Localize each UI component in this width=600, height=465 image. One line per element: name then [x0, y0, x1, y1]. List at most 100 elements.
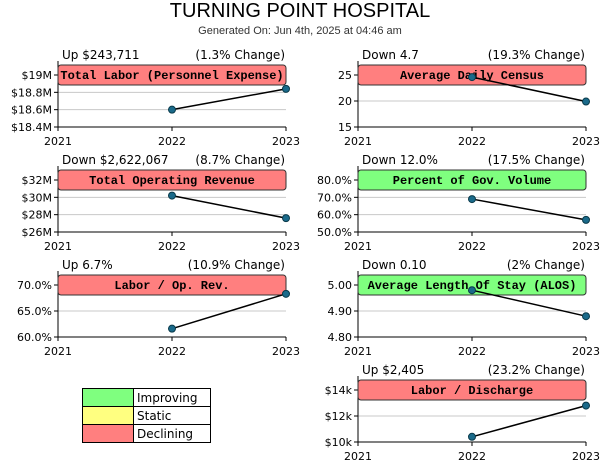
- data-point: [168, 105, 176, 114]
- x-tick-label: 2022: [158, 345, 186, 358]
- panel-title-box: [357, 169, 587, 191]
- panel-title-box: [57, 274, 287, 296]
- data-point: [468, 286, 476, 295]
- x-tick-label: 2021: [44, 240, 72, 253]
- panel-title-box: [57, 169, 287, 191]
- generated-timestamp: Generated On: Jun 4th, 2025 at 04:46 am: [198, 25, 402, 37]
- data-point: [582, 97, 590, 106]
- y-tick-label: 4.90: [328, 305, 353, 318]
- panel-title: Total Labor (Personnel Expense): [60, 69, 283, 83]
- report-title: TURNING POINT HOSPITAL: [170, 0, 430, 22]
- panel-title-box: [357, 274, 587, 296]
- x-tick-label: 2023: [572, 450, 600, 463]
- change-summary: Up 6.7%: [62, 258, 113, 272]
- series-line: [471, 404, 587, 438]
- legend-label-static: Static: [133, 406, 211, 425]
- change-summary: Down $2,622,067: [62, 153, 169, 167]
- data-point: [282, 84, 290, 93]
- x-tick-label: 2021: [44, 345, 72, 358]
- kpi-panel: Down $2,622,067 (8.7% Change) $26M $28M $30M…: [22, 153, 301, 253]
- x-tick-label: 2023: [272, 240, 300, 253]
- legend-row: Improving: [82, 388, 211, 407]
- series-line: [171, 293, 287, 330]
- change-summary: Up $2,405: [362, 363, 424, 377]
- x-tick-label: 2021: [344, 345, 372, 358]
- legend-label-improving: Improving: [133, 388, 211, 407]
- change-summary: Down 0.10: [362, 258, 427, 272]
- y-tick-label: $18.8M: [11, 86, 52, 99]
- change-summary: Down 4.7: [362, 48, 419, 62]
- y-tick-label: $26M: [22, 226, 53, 239]
- series-line: [471, 289, 587, 317]
- y-tick-label: 50.0%: [317, 226, 352, 239]
- x-tick-label: 2021: [344, 450, 372, 463]
- change-summary: Down 12.0%: [362, 153, 438, 167]
- kpi-panel: Up $2,405 (23.2% Change) $10k $12k $14k 2021 2…: [325, 363, 600, 463]
- y-tick-label: 70.0%: [17, 279, 52, 292]
- kpi-panel: Down 12.0% (17.5% Change) 50.0% 60.0% 70.0% 8…: [317, 153, 600, 253]
- panel-title: Labor / Discharge: [411, 384, 533, 398]
- change-percent: (10.9% Change): [188, 258, 285, 272]
- change-summary: Up $243,711: [62, 48, 139, 62]
- y-tick-label: 70.0%: [317, 191, 352, 204]
- data-point: [282, 214, 290, 223]
- x-tick-label: 2022: [458, 135, 486, 148]
- y-tick-label: $10k: [325, 436, 353, 449]
- x-tick-label: 2022: [158, 135, 186, 148]
- x-tick-label: 2023: [272, 135, 300, 148]
- y-tick-label: $28M: [22, 209, 53, 222]
- series-line: [171, 88, 287, 111]
- y-tick-label: $32M: [22, 174, 53, 187]
- x-tick-label: 2023: [272, 345, 300, 358]
- y-tick-label: 60.0%: [17, 331, 52, 344]
- change-percent: (17.5% Change): [488, 153, 585, 167]
- legend-swatch-static: [82, 406, 134, 425]
- data-point: [468, 195, 476, 204]
- y-tick-label: 80.0%: [317, 174, 352, 187]
- data-point: [168, 191, 176, 200]
- panel-title-box: [357, 379, 587, 401]
- kpi-panel: Up 6.7% (10.9% Change) 60.0% 65.0% 70.0% 2021…: [17, 258, 300, 358]
- change-percent: (1.3% Change): [195, 48, 285, 62]
- panel-title: Average Length Of Stay (ALOS): [368, 279, 577, 293]
- data-point: [468, 73, 476, 82]
- kpi-panels: Up $243,711 (1.3% Change) $18.4M $18.6M $18.…: [11, 48, 600, 463]
- y-tick-label: 60.0%: [317, 209, 352, 222]
- data-point: [582, 312, 590, 321]
- kpi-panel: Down 0.10 (2% Change) 4.80 4.90 5.00 2021 2022…: [328, 258, 600, 358]
- x-tick-label: 2021: [344, 135, 372, 148]
- change-percent: (19.3% Change): [488, 48, 585, 62]
- change-percent: (8.7% Change): [195, 153, 285, 167]
- status-legend: Improving Static Declining: [82, 388, 211, 443]
- series-line: [471, 76, 587, 103]
- data-point: [468, 432, 476, 441]
- y-tick-label: $14k: [325, 384, 353, 397]
- data-point: [582, 401, 590, 410]
- data-point: [168, 324, 176, 333]
- x-tick-label: 2023: [572, 240, 600, 253]
- x-tick-label: 2021: [44, 135, 72, 148]
- series-line: [171, 194, 287, 219]
- y-tick-label: $12k: [325, 410, 353, 423]
- y-tick-label: $30M: [22, 191, 53, 204]
- panel-title: Labor / Op. Rev.: [114, 279, 229, 293]
- y-tick-label: 20: [338, 95, 352, 108]
- y-tick-label: 5.00: [328, 279, 353, 292]
- panel-title: Percent of Gov. Volume: [393, 174, 551, 188]
- x-tick-label: 2022: [458, 240, 486, 253]
- change-percent: (23.2% Change): [488, 363, 585, 377]
- change-percent: (2% Change): [507, 258, 585, 272]
- y-tick-label: 4.80: [328, 331, 353, 344]
- panel-title: Total Operating Revenue: [89, 174, 255, 188]
- y-tick-label: $18.6M: [11, 104, 52, 117]
- y-tick-label: $19M: [22, 69, 53, 82]
- kpi-panel: Down 4.7 (19.3% Change) 15 20 25 2021 2022 2023…: [338, 48, 600, 148]
- x-tick-label: 2023: [572, 135, 600, 148]
- x-tick-label: 2022: [158, 240, 186, 253]
- legend-label-declining: Declining: [133, 424, 211, 443]
- y-tick-label: 25: [338, 69, 352, 82]
- kpi-panel: Up $243,711 (1.3% Change) $18.4M $18.6M $18.…: [11, 48, 300, 148]
- legend-swatch-improving: [82, 388, 134, 407]
- legend-row: Static: [82, 406, 211, 425]
